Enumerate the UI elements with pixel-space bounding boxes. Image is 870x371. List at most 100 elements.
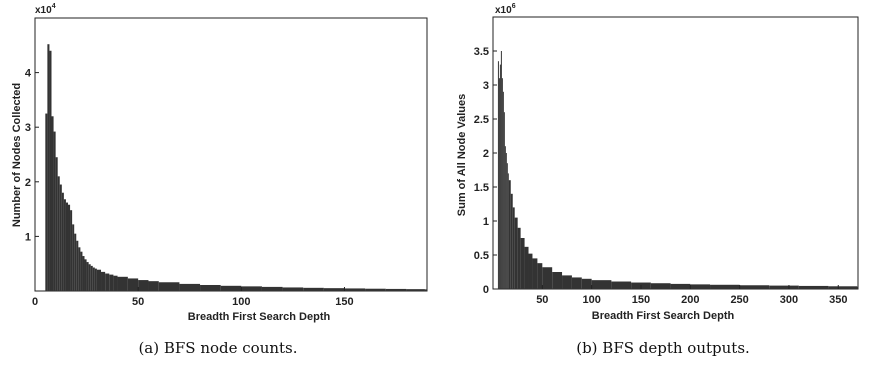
y-tick-label: 3: [483, 80, 489, 92]
bar: [78, 247, 81, 291]
bar: [117, 276, 128, 291]
bar: [101, 271, 106, 291]
bar: [512, 207, 515, 289]
bar: [61, 192, 64, 291]
bar: [303, 287, 324, 291]
bar: [148, 281, 159, 291]
bar: [571, 277, 582, 289]
y-tick-label: 1: [25, 231, 31, 243]
bar: [739, 285, 770, 289]
y-tick-label: 2: [25, 177, 31, 189]
bar: [591, 280, 612, 289]
bar: [524, 246, 529, 289]
bar: [562, 275, 572, 289]
y-tick-label: 3.5: [474, 46, 489, 58]
bar: [45, 113, 48, 291]
bar: [53, 131, 56, 291]
bar: [498, 78, 500, 289]
y-axis-label-b: Sum of All Node Values: [456, 94, 468, 216]
bar: [385, 288, 407, 291]
bar: [47, 44, 50, 292]
y-tick-label: 2.5: [474, 114, 489, 126]
bar: [857, 286, 858, 289]
bar: [55, 157, 58, 291]
bar: [501, 78, 503, 289]
bar: [96, 269, 102, 291]
bar: [138, 280, 149, 291]
bar: [94, 268, 97, 291]
bar: [507, 173, 509, 289]
bar: [497, 61, 499, 290]
y-tick-label: 0: [483, 284, 489, 296]
bar: [84, 259, 87, 291]
x-tick-label: 150: [632, 294, 650, 306]
x-ticks-b: 50 100 150 200 250 300 350: [536, 285, 847, 306]
exponent-label-b: x106: [495, 3, 516, 16]
bar: [241, 286, 262, 291]
y-tick-label: 4: [25, 68, 32, 80]
bar: [72, 224, 75, 291]
bar: [532, 258, 538, 289]
x-tick-label: 350: [829, 294, 847, 306]
bar: [365, 288, 386, 291]
bar: [517, 227, 521, 289]
bar: [179, 283, 201, 291]
bar: [158, 282, 180, 291]
caption-b: (b) BFS depth outputs.: [576, 339, 750, 357]
y-tick-label: 1.5: [474, 182, 489, 194]
bar: [537, 263, 543, 289]
x-tick-label: 100: [582, 294, 600, 306]
x-axis-label-a: Breadth First Search Depth: [188, 311, 331, 323]
bar: [323, 288, 345, 291]
bar: [68, 204, 71, 291]
bar: [506, 163, 508, 289]
y-axis-label-a: Number of Nodes Collected: [11, 83, 23, 227]
bars-a: [45, 44, 427, 292]
bar: [670, 283, 691, 289]
bar: [520, 238, 525, 289]
bar: [70, 210, 73, 291]
bar: [542, 267, 553, 289]
bar: [282, 287, 304, 291]
bar: [504, 146, 506, 289]
x-tick-label: 200: [681, 294, 699, 306]
bar: [798, 285, 829, 289]
panel-a: 0 50 100 150 1 2 3 4 x104 Breadth First Search…: [11, 3, 428, 357]
bar: [528, 253, 533, 289]
bar: [200, 284, 221, 291]
bar: [51, 116, 54, 291]
bar: [90, 265, 93, 291]
bar: [220, 285, 242, 291]
bar: [514, 217, 518, 289]
bar: [57, 176, 60, 291]
bar: [710, 284, 740, 289]
bar: [508, 180, 511, 289]
bar: [406, 289, 425, 291]
x-tick-label: 300: [780, 294, 798, 306]
x-tick-label: 0: [32, 296, 38, 308]
y-tick-label: 1: [483, 216, 489, 228]
bar: [127, 278, 139, 291]
bar: [499, 64, 501, 289]
bar: [82, 256, 85, 291]
panel-b: 50 100 150 200 250 300 350 0 0.5 1 1.5 2 2.5 3 3.5 x1…: [456, 3, 859, 357]
bar: [510, 193, 513, 289]
bar: [650, 283, 671, 289]
bar: [611, 281, 632, 289]
bar: [261, 286, 283, 291]
x-tick-label: 250: [730, 294, 748, 306]
bar: [769, 285, 799, 289]
bar: [92, 267, 95, 291]
bar: [63, 199, 66, 291]
bar: [74, 233, 77, 291]
bar: [113, 275, 118, 291]
bar: [505, 153, 507, 289]
bar: [65, 202, 69, 291]
y-ticks-a: 1 2 3 4: [25, 68, 39, 243]
bar: [828, 286, 858, 289]
bar: [88, 264, 91, 291]
bar: [502, 91, 504, 289]
caption-a: (a) BFS node counts.: [138, 339, 297, 357]
bar: [581, 278, 592, 289]
